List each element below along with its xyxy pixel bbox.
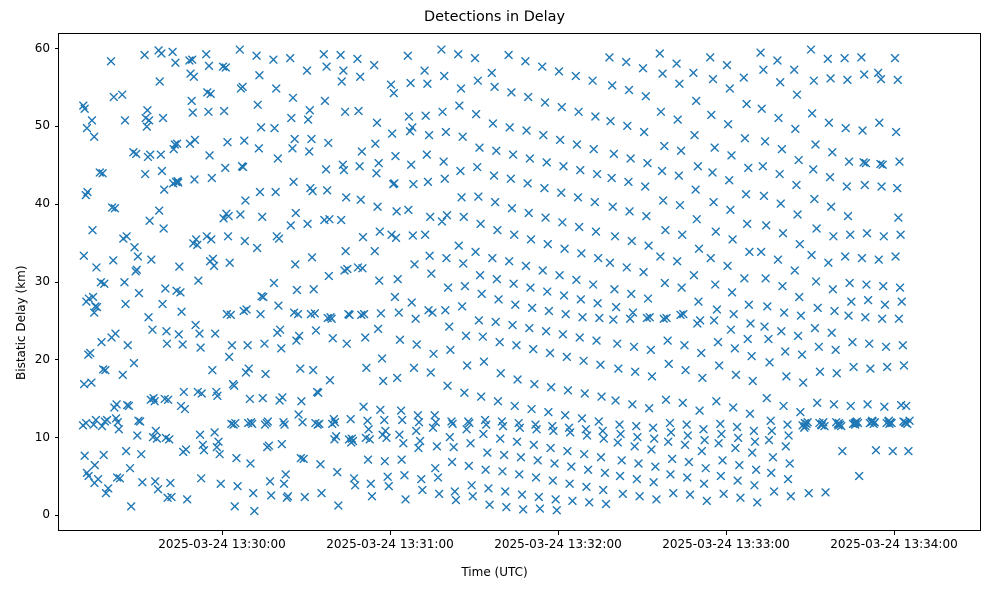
x-tick-mark — [221, 531, 223, 535]
y-tick-label: 40 — [34, 196, 50, 211]
y-tick-label: 20 — [34, 351, 50, 366]
y-tick-mark — [54, 203, 58, 205]
page-title: Detections in Delay — [424, 9, 565, 25]
x-tick-label: 2025-03-24 13:32:00 — [494, 537, 622, 551]
y-tick-mark — [54, 359, 58, 361]
x-tick-label: 2025-03-24 13:34:00 — [830, 537, 958, 551]
x-tick-mark — [725, 531, 727, 535]
y-tick-mark — [54, 514, 58, 517]
y-tick-label: 60 — [34, 40, 50, 55]
y-tick-label: 50 — [34, 118, 50, 133]
y-tick-mark — [54, 125, 58, 127]
x-tick-mark — [389, 531, 391, 535]
y-tick-label: 10 — [34, 429, 50, 444]
y-tick-mark — [54, 281, 58, 283]
x-axis-label: Time (UTC) — [461, 565, 528, 579]
scatter-series-detections — [78, 45, 914, 516]
y-tick-label: 30 — [34, 274, 50, 288]
x-tick-mark — [557, 531, 559, 535]
x-tick-label: 2025-03-24 13:33:00 — [662, 537, 790, 551]
y-tick-label: 0 — [42, 507, 50, 522]
plot-area — [58, 33, 981, 531]
y-tick-mark — [54, 48, 58, 50]
scatter-points-layer — [78, 45, 914, 516]
y-tick-mark — [54, 437, 58, 439]
marker-x-icon — [78, 45, 914, 516]
x-tick-mark — [893, 531, 895, 535]
x-tick-label: 2025-03-24 13:31:00 — [326, 537, 454, 551]
x-tick-label: 2025-03-24 13:30:00 — [158, 537, 286, 551]
